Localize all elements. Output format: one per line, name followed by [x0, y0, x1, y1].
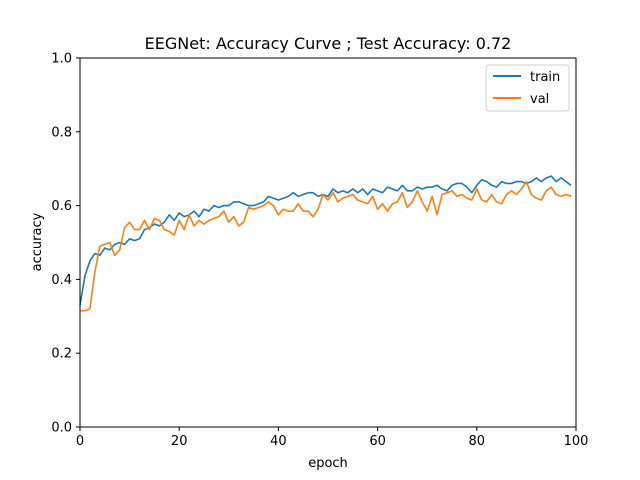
- x-tick-label: 80: [469, 434, 486, 449]
- x-tick-label: 100: [564, 434, 589, 449]
- y-axis-label: accuracy: [30, 212, 45, 271]
- y-tick-label: 1.0: [51, 52, 72, 67]
- legend-label-val: val: [530, 92, 549, 107]
- y-tick-label: 0.8: [51, 125, 72, 140]
- y-tick-label: 0.6: [51, 199, 72, 214]
- x-tick-label: 0: [76, 434, 84, 449]
- chart-title: EEGNet: Accuracy Curve ; Test Accuracy: …: [145, 34, 512, 53]
- series-layer: [79, 175, 572, 312]
- y-axis: 0.0 0.2 0.4 0.6 0.8 1.0: [51, 52, 80, 436]
- legend-label-train: train: [530, 70, 560, 85]
- plot-frame: [79, 57, 577, 428]
- x-tick-label: 60: [369, 434, 386, 449]
- y-tick-label: 0.2: [51, 347, 72, 362]
- x-tick-label: 20: [171, 434, 188, 449]
- series-line-val: [80, 180, 572, 312]
- legend: train val: [485, 64, 570, 112]
- x-axis: 0 20 40 60 80 100: [76, 427, 589, 449]
- y-tick-label: 0.0: [51, 421, 72, 436]
- x-axis-label: epoch: [308, 456, 348, 471]
- y-tick-label: 0.4: [51, 273, 72, 288]
- x-tick-label: 40: [270, 434, 287, 449]
